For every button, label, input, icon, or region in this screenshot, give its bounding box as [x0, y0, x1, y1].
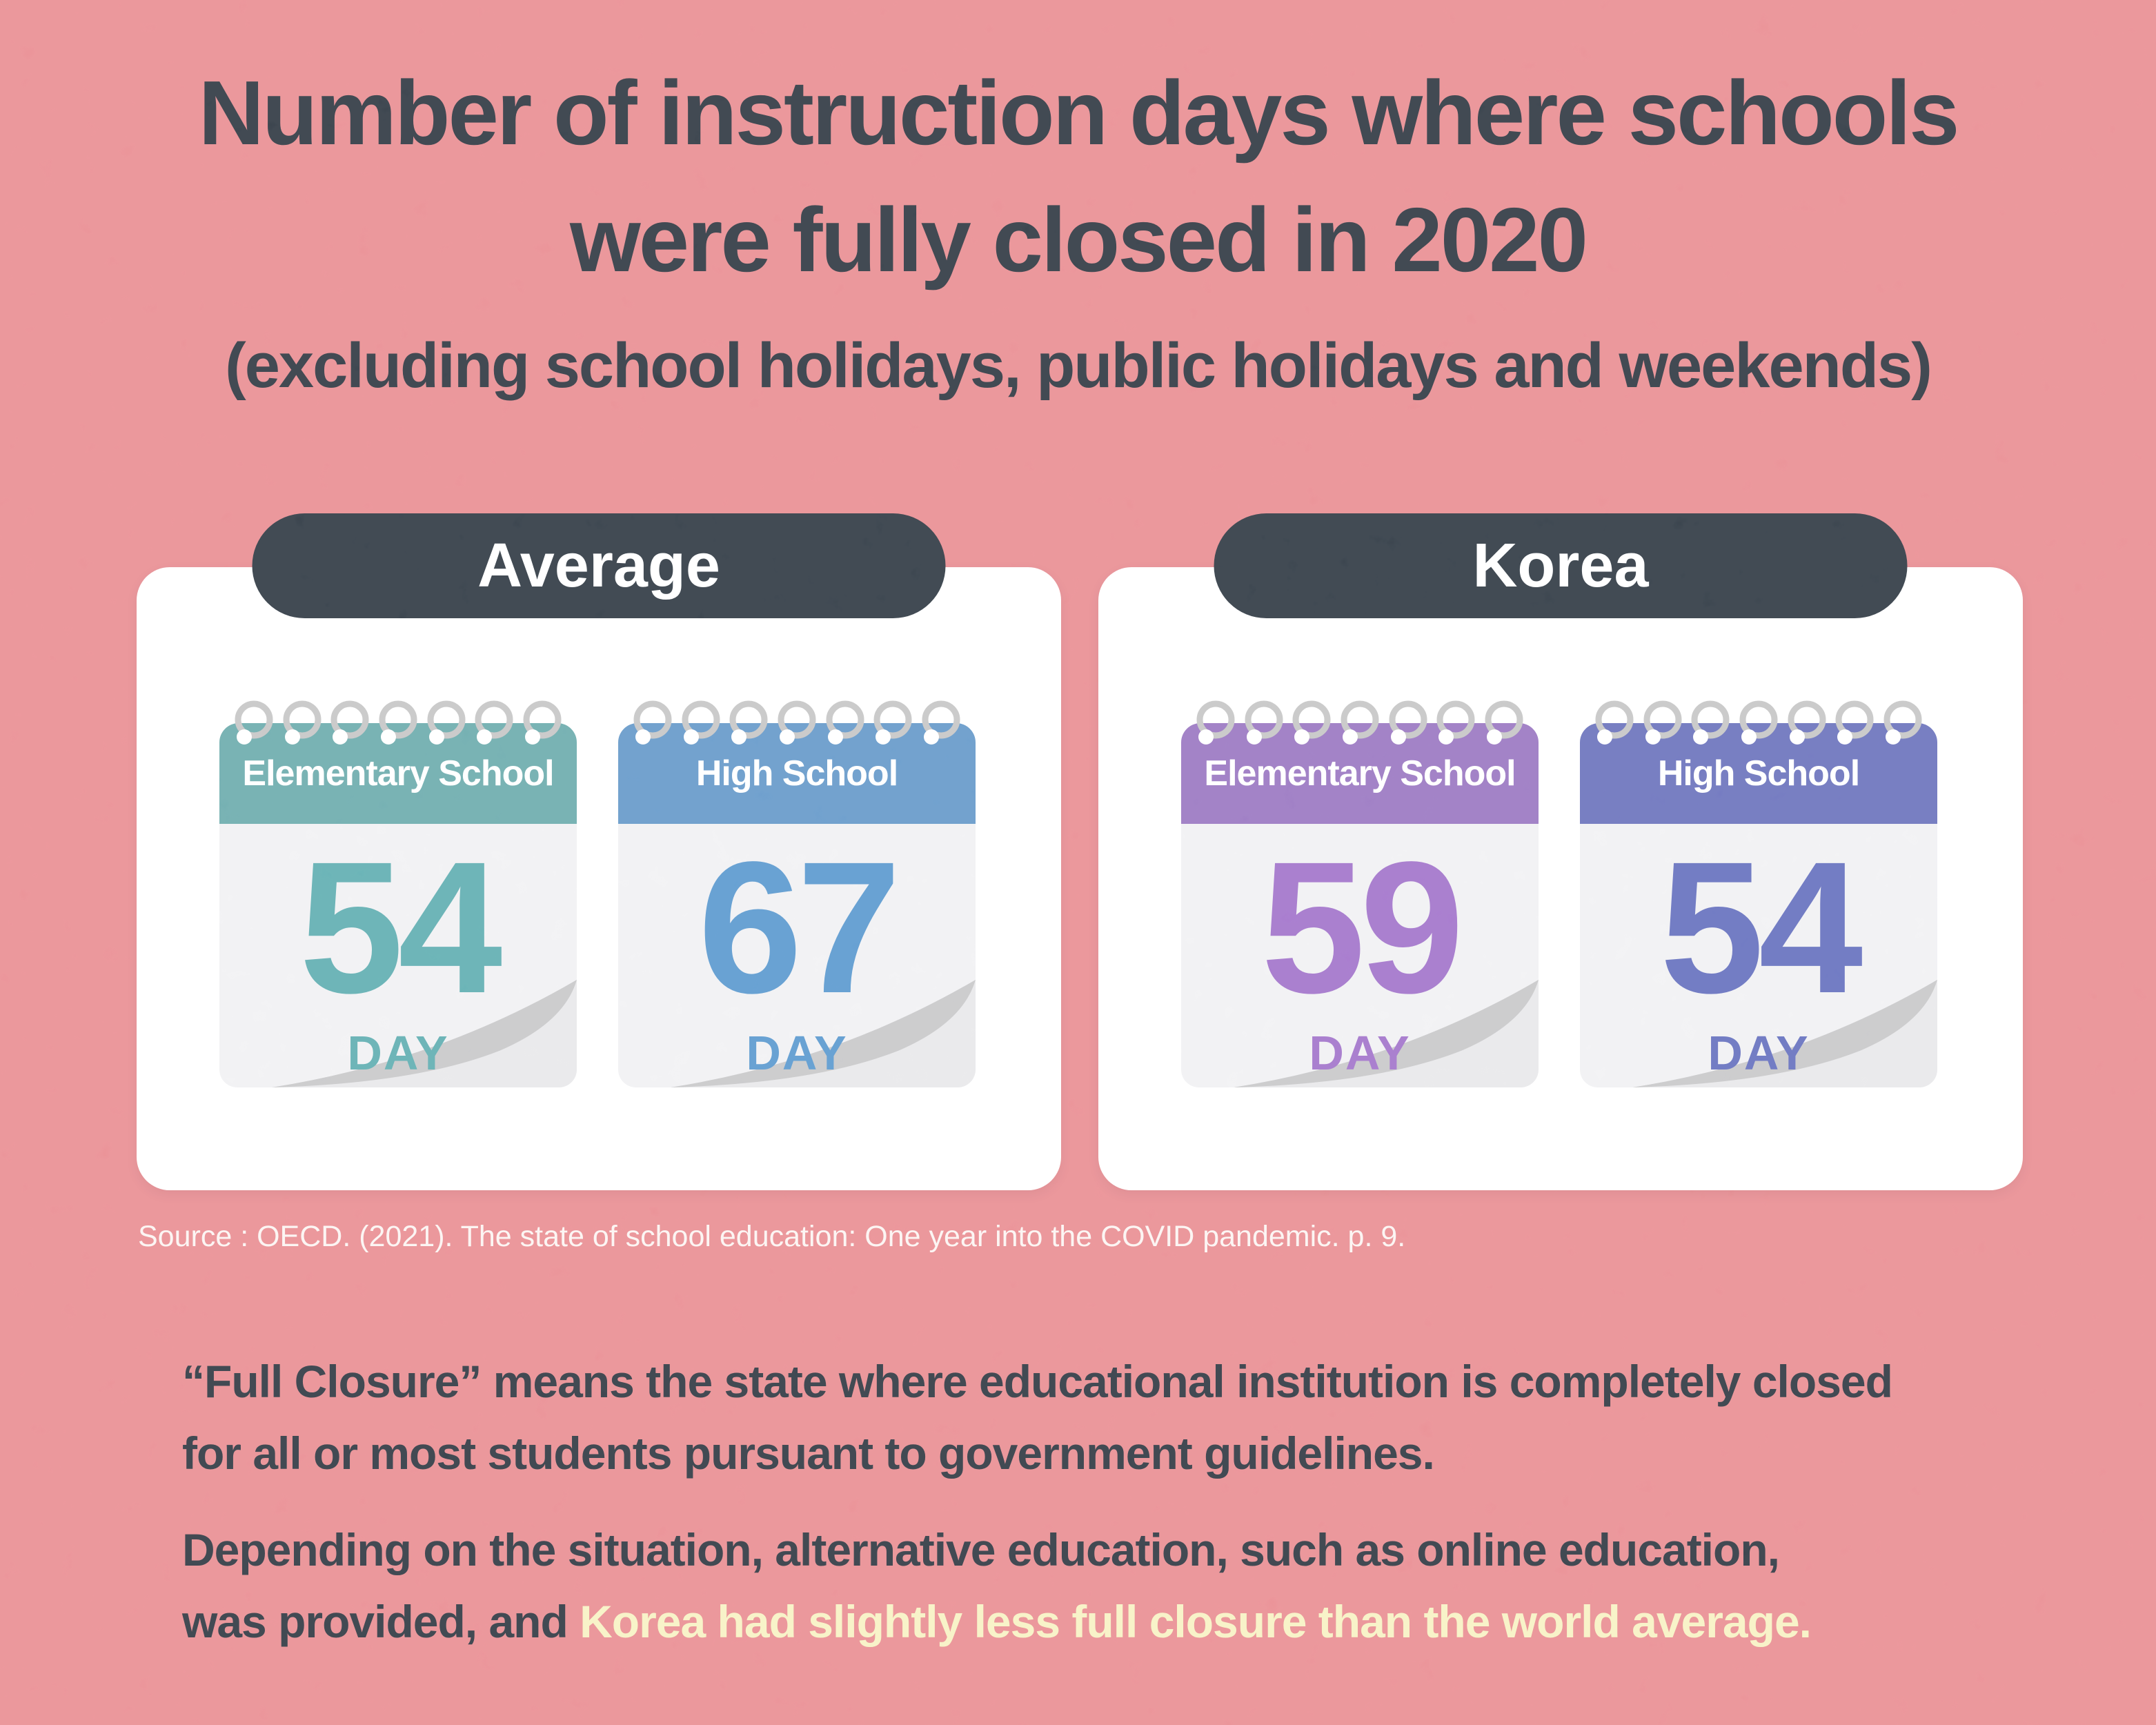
note-full-closure-line1: “Full Closure” means the state where edu… — [182, 1356, 1893, 1407]
source-citation: Source : OECD. (2021). The state of scho… — [138, 1220, 1406, 1253]
note-full-closure: “Full Closure” means the state where edu… — [182, 1346, 1893, 1489]
calendar-body: 54 DAY — [1580, 824, 1937, 1087]
days-value: 67 — [698, 824, 902, 1032]
spiral-binding-icon — [1595, 700, 1922, 745]
days-unit-label: DAY — [746, 1026, 848, 1080]
calendar-body: 59 DAY — [1181, 824, 1539, 1087]
page-title-line2: were fully closed in 2020 — [569, 189, 1588, 290]
spiral-binding-icon — [633, 700, 960, 745]
spiral-binding-icon — [1196, 700, 1523, 745]
page-title-line1: Number of instruction days where schools — [198, 62, 1960, 164]
calendar-average-elementary: Elementary School 54 DAY — [219, 700, 577, 1087]
note-full-closure-line2: for all or most students pursuant to gov… — [182, 1428, 1435, 1479]
spiral-binding-icon — [235, 700, 562, 745]
average-card: Average Elementary School 54 DAY — [137, 513, 1061, 1190]
average-card-label: Average — [252, 513, 946, 618]
note-highlight-segment: Korea had slightly less full closure tha… — [580, 1596, 1812, 1647]
note-dark-segment: was provided, and — [182, 1596, 580, 1647]
days-value: 59 — [1260, 824, 1465, 1032]
page-title: Number of instruction days where schools… — [0, 50, 2156, 304]
note-alternative-education-line2: was provided, and Korea had slightly les… — [182, 1586, 1812, 1657]
korea-card: Korea Elementary School 59 DAY — [1098, 513, 2023, 1190]
calendar-body: 54 DAY — [219, 824, 577, 1087]
days-unit-label: DAY — [1708, 1026, 1810, 1080]
note-alternative-education-line1: Depending on the situation, alternative … — [182, 1524, 1780, 1575]
days-unit-label: DAY — [347, 1026, 449, 1080]
calendar-average-high: High School 67 DAY — [618, 700, 976, 1087]
note-alternative-education: Depending on the situation, alternative … — [182, 1514, 1812, 1657]
calendar-korea-elementary: Elementary School 59 DAY — [1181, 700, 1539, 1087]
days-value: 54 — [1659, 824, 1863, 1032]
days-value: 54 — [299, 824, 503, 1032]
page-subtitle: (excluding school holidays, public holid… — [225, 331, 1932, 401]
korea-card-label: Korea — [1214, 513, 1908, 618]
calendar-korea-high: High School 54 DAY — [1580, 700, 1937, 1087]
days-unit-label: DAY — [1309, 1026, 1411, 1080]
calendar-body: 67 DAY — [618, 824, 976, 1087]
